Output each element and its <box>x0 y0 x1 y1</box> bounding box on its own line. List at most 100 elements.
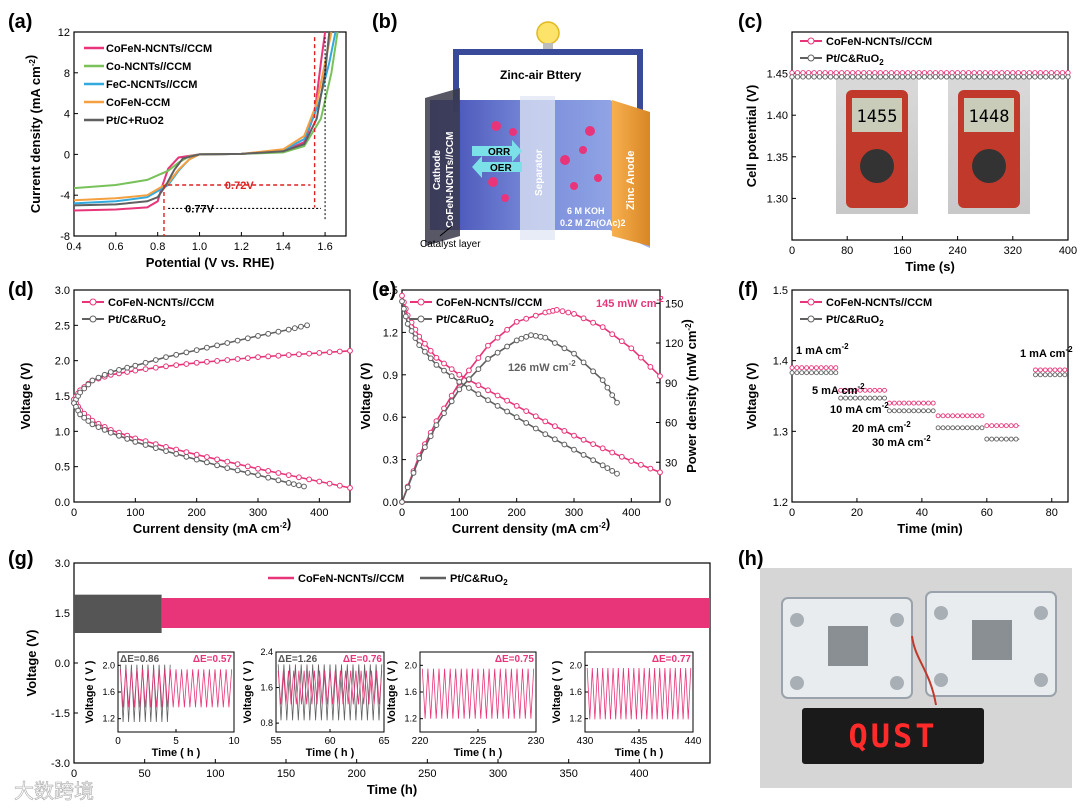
panel-e-marker-3 <box>456 379 463 385</box>
panel-d-marker-2 <box>296 474 302 481</box>
panel-e-ytick-label: 1.5 <box>383 285 398 297</box>
panel-c-marker-2 <box>916 74 922 80</box>
panel-e-xtick-label: 200 <box>507 507 525 519</box>
panel-f-step-label: 1 mA cm-2 <box>796 342 849 357</box>
panel-c-marker-2 <box>883 74 889 80</box>
panel-c-marker-2 <box>999 74 1005 80</box>
panel-d-marker-4 <box>77 411 83 418</box>
panel-e-marker-4 <box>399 499 405 505</box>
panel-g-inset-ytick-label: 2.0 <box>102 660 115 670</box>
panel-e-marker-1 <box>618 453 625 460</box>
panel-f-marker-2 <box>950 425 956 431</box>
panel-d-line-1 <box>73 350 351 400</box>
panel-e-marker-3 <box>580 452 587 458</box>
panel-d-marker-4 <box>124 436 131 442</box>
panel-g-xtick-label: 300 <box>489 768 507 780</box>
panel-c-xlabel: Time (s) <box>905 259 955 274</box>
legend-a: CoFeN-NCNTs//CCM Co-NCNTs//CCM FeC-NCNTs… <box>84 43 212 127</box>
panel-c-marker-2 <box>971 74 977 80</box>
panel-f-marker-1 <box>886 400 892 406</box>
panel-e-marker-4 <box>485 356 491 362</box>
panel-c-marker-2 <box>844 74 850 80</box>
panel-e-marker-3 <box>494 403 501 409</box>
panel-f-marker-1 <box>901 400 907 406</box>
panel-e-ytick-label: 0.0 <box>383 497 398 509</box>
lightbulb-base <box>543 43 553 51</box>
panel-f-ytick-label: 1.5 <box>773 285 788 297</box>
bubble <box>509 128 517 136</box>
panel-g-inset-xtick-label: 0 <box>115 736 121 747</box>
multimeter-readout-2: 1448 <box>969 107 1010 127</box>
panel-a-line-2 <box>73 31 339 190</box>
panel-f-marker-1 <box>891 400 897 406</box>
panel-f-marker-2 <box>828 370 834 376</box>
panel-e-marker-4 <box>542 334 549 341</box>
panel-label-a: (a) <box>8 11 32 33</box>
panel-e-line-2 <box>401 309 661 503</box>
panel-c-marker-2 <box>965 74 972 80</box>
panel-g-inset-trace-ptc <box>277 664 383 721</box>
panel-e-marker-2 <box>466 367 472 374</box>
panel-f-marker-2 <box>901 408 907 414</box>
separator-label: Separator <box>534 149 545 196</box>
panel-d-marker-4 <box>285 480 292 486</box>
panel-g-inset-ylabel: Voltage ( V ) <box>242 660 254 723</box>
panel-c-marker-2 <box>827 74 834 80</box>
panel-g-inset-frame <box>419 651 537 733</box>
panel-d-marker-2 <box>347 485 353 491</box>
panel-e-ytick-right-label: 30 <box>665 457 677 469</box>
panel-c-xtick-label: 80 <box>841 245 853 257</box>
panel-f-marker-1 <box>964 413 970 419</box>
orr-label: ORR <box>488 147 511 158</box>
cathode-label: Cathode <box>432 150 443 190</box>
plots: 0.4 0.6 0.8 1.0 1.2 1.4 1.6 -8 -4 0 4 8 12 Potential … <box>18 27 1077 797</box>
panel-c-marker-2 <box>866 74 872 80</box>
panel-e-marker-2 <box>618 338 625 345</box>
wing-nut <box>1034 673 1048 687</box>
panel-c-marker-2 <box>982 74 988 80</box>
panel-d-marker-3 <box>204 344 210 351</box>
panel-f-legend-marker-1 <box>807 298 815 306</box>
panel-d-marker-4 <box>132 439 139 445</box>
panel-g-inset-xtick-label: 430 <box>577 736 594 747</box>
panel-e-marker-2 <box>485 342 491 349</box>
wing-nut <box>890 613 904 627</box>
panel-d-marker-3 <box>163 354 169 361</box>
panel-d-marker-4 <box>85 418 92 424</box>
panel-e-marker-1 <box>532 413 539 420</box>
panel-d-marker-3 <box>132 362 139 369</box>
panel-g-ytick-label: 1.5 <box>55 608 70 620</box>
legend-a-label-1: CoFeN-NCNTs//CCM <box>106 43 212 55</box>
panel-f-marker-1 <box>1047 367 1053 373</box>
panel-e-marker-1 <box>441 360 447 367</box>
panel-d-marker-3 <box>85 381 92 388</box>
panel-c-ytick-label: 1.30 <box>767 193 788 205</box>
panel-e-marker-1 <box>599 445 606 452</box>
panel-g-inset-ytick-label: 2.0 <box>569 660 582 670</box>
panel-f-marker-1 <box>789 365 795 371</box>
multimeter-photos: 1455 1448 <box>836 78 1030 214</box>
panel-g-xtick-label: 350 <box>559 768 577 780</box>
panel-d-marker-3 <box>244 335 251 342</box>
panel-d-marker-1 <box>224 357 231 363</box>
panel-d-marker-4 <box>301 483 307 490</box>
panel-f-marker-2 <box>852 395 858 401</box>
panel-e-marker-4 <box>416 455 423 462</box>
panel-d-legend-label-2: Pt/C&RuO2 <box>108 314 166 328</box>
panel-d-marker-2 <box>275 470 282 476</box>
led-badge-text: QUST <box>848 717 937 755</box>
panel-g-inset-xlabel: Time ( h ) <box>152 747 201 759</box>
panel-d-marker-4 <box>183 453 190 460</box>
panel-d-marker-1 <box>316 350 323 356</box>
panel-g-inset-trace-cofen <box>277 670 383 705</box>
panel-f-marker-1 <box>1037 367 1043 373</box>
panel-c-xtick-label: 0 <box>789 245 795 257</box>
oer-arrow <box>472 156 522 178</box>
panel-f-marker-1 <box>833 365 839 371</box>
panel-c-marker-2 <box>1004 74 1010 80</box>
panel-e-marker-2 <box>494 334 501 341</box>
panel-e-legend-label-2: Pt/C&RuO2 <box>436 314 494 328</box>
panel-d-xtick-label: 100 <box>126 507 144 519</box>
panel-e-line-1 <box>401 295 661 474</box>
panel-e-marker-3 <box>402 313 409 320</box>
